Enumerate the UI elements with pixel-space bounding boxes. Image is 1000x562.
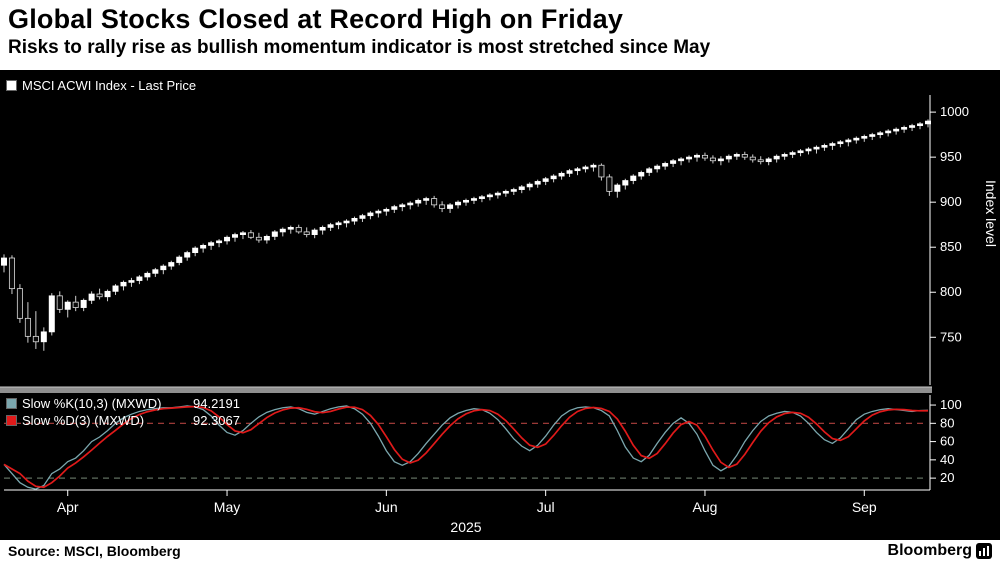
bloomberg-wordmark: Bloomberg [887, 542, 972, 559]
slow-d-legend-value: 92.3067 [193, 413, 240, 428]
svg-text:Jun: Jun [375, 499, 398, 515]
svg-text:100: 100 [940, 397, 962, 412]
svg-text:1000: 1000 [940, 104, 969, 119]
price-legend-label: MSCI ACWI Index - Last Price [22, 78, 197, 93]
slow-k-legend-row: Slow %K(10,3) (MXWD) 94.2191 [6, 396, 240, 411]
slow-k-legend-swatch [6, 398, 17, 409]
svg-text:20: 20 [940, 470, 954, 485]
source-note: Source: MSCI, Bloomberg [8, 543, 181, 559]
svg-text:Apr: Apr [57, 499, 79, 515]
slow-d-legend-label: Slow %D(3) (MXWD) [22, 413, 145, 428]
svg-text:Aug: Aug [693, 499, 718, 515]
svg-text:800: 800 [940, 284, 962, 299]
svg-text:Jul: Jul [537, 499, 555, 515]
page-title: Global Stocks Closed at Record High on F… [8, 4, 624, 34]
svg-text:2025: 2025 [450, 519, 481, 535]
svg-text:950: 950 [940, 149, 962, 164]
candlestick-chart: 750 800 850 900 950 1000 20 40 60 80 100 Apr May Jun J… [0, 95, 969, 535]
bloomberg-chart-icon [976, 543, 992, 559]
page-subtitle: Risks to rally rise as bullish momentum … [8, 37, 711, 58]
svg-text:May: May [214, 499, 240, 515]
slow-k-legend-value: 94.2191 [193, 396, 240, 411]
footer: Source: MSCI, Bloomberg Bloomberg [0, 540, 1000, 562]
svg-text:60: 60 [940, 434, 954, 449]
svg-text:750: 750 [940, 329, 962, 344]
y-axis-title: Index level [983, 180, 999, 247]
header: Global Stocks Closed at Record High on F… [0, 0, 1000, 70]
svg-text:900: 900 [940, 194, 962, 209]
slow-d-legend-row: Slow %D(3) (MXWD) 92.3067 [6, 413, 240, 428]
main-chart-legend: MSCI ACWI Index - Last Price [6, 78, 196, 93]
bloomberg-logo: Bloomberg [888, 542, 992, 560]
slow-k-legend-label: Slow %K(10,3) (MXWD) [22, 396, 162, 411]
svg-text:850: 850 [940, 239, 962, 254]
chart-area: 750 800 850 900 950 1000 20 40 60 80 100 Apr May Jun J… [0, 70, 1000, 540]
stochastic-legend: Slow %K(10,3) (MXWD) 94.2191 Slow %D(3) … [6, 396, 240, 428]
svg-text:80: 80 [940, 415, 954, 430]
svg-text:Sep: Sep [852, 499, 877, 515]
slow-d-legend-swatch [6, 415, 17, 426]
svg-text:40: 40 [940, 452, 954, 467]
price-legend-swatch [6, 80, 17, 91]
